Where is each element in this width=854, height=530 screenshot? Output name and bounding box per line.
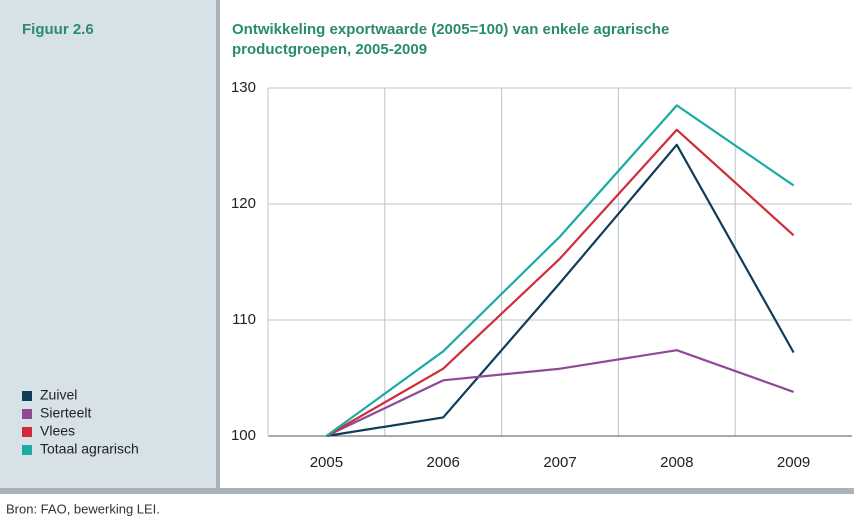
x-tick-label: 2007 <box>543 454 576 471</box>
series-line <box>326 143 795 438</box>
legend-swatch <box>22 391 32 401</box>
bottom-bar <box>0 488 854 494</box>
chart-title-line: Ontwikkeling exportwaarde (2005=100) van… <box>232 21 669 38</box>
x-tick-label: 2008 <box>660 454 693 471</box>
series-line <box>325 104 795 437</box>
side-panel <box>0 0 216 488</box>
series-line <box>325 349 794 437</box>
chart-title-line: productgroepen, 2005-2009 <box>232 41 427 58</box>
legend-label: Zuivel <box>40 387 77 403</box>
legend-swatch <box>22 409 32 419</box>
legend-label: Sierteelt <box>40 405 91 421</box>
y-tick-label: 110 <box>232 311 256 328</box>
legend-swatch <box>22 445 32 455</box>
x-tick-label: 2005 <box>310 454 343 471</box>
y-tick-label: 120 <box>231 195 256 212</box>
source-note: Bron: FAO, bewerking LEI. <box>6 501 160 516</box>
series-line <box>325 128 795 437</box>
x-tick-label: 2006 <box>427 454 460 471</box>
x-tick-label: 2009 <box>777 454 810 471</box>
figure-label: Figuur 2.6 <box>22 21 94 38</box>
legend-label: Vlees <box>40 423 75 439</box>
legend-label: Totaal agrarisch <box>40 441 139 457</box>
side-panel-border <box>216 0 220 488</box>
legend-swatch <box>22 427 32 437</box>
y-tick-label: 130 <box>231 79 256 96</box>
y-tick-label: 100 <box>231 427 256 444</box>
